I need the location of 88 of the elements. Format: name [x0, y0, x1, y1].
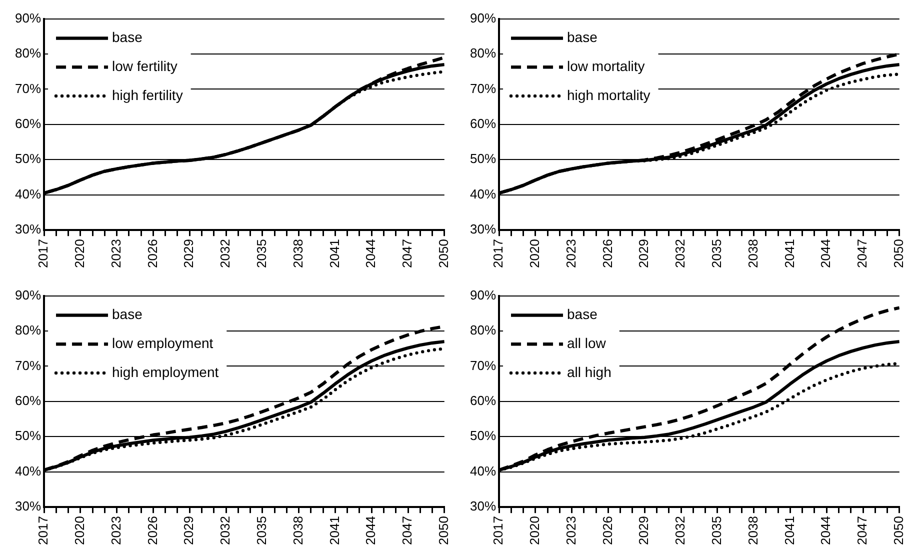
- x-tick-label: 2050: [890, 516, 906, 545]
- x-tick-label: 2026: [600, 239, 615, 268]
- x-tick-label: 2038: [745, 239, 760, 268]
- y-tick-label: 90%: [470, 287, 496, 302]
- x-tick-label: 2050: [436, 516, 451, 545]
- y-tick-label: 70%: [14, 358, 42, 373]
- x-tick-label: 2017: [490, 239, 506, 268]
- x-tick-label: 2023: [563, 239, 578, 268]
- y-tick-label: 50%: [14, 151, 42, 166]
- y-tick-label: 50%: [470, 151, 496, 166]
- y-tick-label: 50%: [14, 428, 42, 444]
- x-tick-label: 2026: [600, 516, 615, 545]
- x-tick-label: 2032: [218, 516, 233, 545]
- x-tick-label: 2038: [290, 239, 306, 268]
- x-tick-label: 2044: [818, 239, 834, 268]
- x-tick-label: 2044: [363, 239, 378, 268]
- x-tick-label: 2032: [218, 239, 233, 268]
- x-tick-label: 2041: [782, 239, 797, 268]
- x-tick-label: 2023: [108, 516, 124, 545]
- y-tick-label: 80%: [470, 322, 496, 338]
- legend-label: all low: [567, 334, 607, 351]
- y-tick-label: 80%: [14, 46, 42, 61]
- y-tick-label: 40%: [470, 463, 496, 478]
- y-tick-label: 30%: [470, 222, 496, 237]
- x-tick-label: 2044: [363, 516, 378, 545]
- x-tick-label: 2020: [72, 516, 87, 545]
- legend-label: high mortality: [567, 86, 650, 103]
- legend-label: base: [567, 29, 598, 46]
- y-tick-label: 80%: [14, 322, 42, 338]
- x-tick-label: 2038: [745, 516, 760, 545]
- legend-label: low employment: [112, 334, 214, 351]
- y-tick-label: 60%: [14, 393, 42, 408]
- x-tick-label: 2023: [108, 239, 124, 268]
- x-tick-label: 2035: [708, 516, 724, 545]
- x-tick-label: 2044: [818, 516, 834, 545]
- legend-label: all high: [567, 364, 612, 380]
- legend-label: high fertility: [112, 86, 183, 103]
- x-tick-label: 2029: [636, 516, 652, 545]
- x-tick-label: 2041: [782, 516, 797, 545]
- x-tick-label: 2035: [254, 239, 269, 268]
- y-tick-label: 70%: [470, 358, 496, 373]
- x-tick-label: 2029: [181, 516, 196, 545]
- legend-label: low mortality: [567, 58, 645, 74]
- y-tick-label: 60%: [470, 116, 496, 132]
- x-tick-label: 2020: [526, 516, 542, 545]
- legend-label: base: [112, 29, 143, 46]
- y-tick-label: 50%: [470, 428, 496, 444]
- x-tick-label: 2029: [636, 239, 652, 268]
- x-tick-label: 2017: [36, 516, 51, 545]
- x-tick-label: 2047: [400, 516, 415, 545]
- x-tick-label: 2029: [181, 239, 196, 268]
- y-tick-label: 60%: [14, 116, 42, 132]
- y-tick-label: 90%: [470, 10, 496, 26]
- x-tick-label: 2017: [36, 239, 51, 268]
- y-tick-label: 30%: [14, 498, 42, 514]
- x-tick-label: 2047: [854, 239, 870, 268]
- y-tick-label: 30%: [470, 498, 496, 514]
- x-tick-label: 2038: [290, 516, 306, 545]
- legend-label: low fertility: [112, 58, 178, 74]
- x-tick-label: 2047: [854, 516, 870, 545]
- x-tick-label: 2032: [672, 516, 688, 545]
- y-tick-label: 30%: [14, 222, 42, 237]
- x-tick-label: 2026: [144, 239, 160, 268]
- x-tick-label: 2026: [144, 516, 160, 545]
- y-tick-label: 70%: [470, 80, 496, 96]
- x-tick-label: 2041: [326, 239, 342, 268]
- x-tick-label: 2050: [436, 239, 451, 268]
- y-tick-label: 90%: [14, 10, 42, 26]
- y-tick-label: 60%: [470, 393, 496, 408]
- x-tick-label: 2035: [254, 516, 269, 545]
- legend-label: base: [567, 306, 598, 322]
- legend-label: high employment: [112, 364, 219, 380]
- y-tick-label: 80%: [470, 46, 496, 61]
- x-tick-label: 2041: [326, 516, 342, 545]
- x-tick-label: 2023: [563, 516, 578, 545]
- y-tick-label: 40%: [470, 186, 496, 202]
- x-tick-label: 2032: [672, 239, 688, 268]
- y-tick-label: 70%: [14, 80, 42, 96]
- y-tick-label: 90%: [14, 287, 42, 302]
- x-tick-label: 2035: [708, 239, 724, 268]
- y-tick-label: 40%: [14, 463, 42, 478]
- x-tick-label: 2017: [490, 516, 506, 545]
- y-tick-label: 40%: [14, 186, 42, 202]
- x-tick-label: 2020: [72, 239, 87, 268]
- x-tick-label: 2050: [890, 239, 906, 268]
- x-tick-label: 2047: [400, 239, 415, 268]
- x-tick-label: 2020: [526, 239, 542, 268]
- legend-label: base: [112, 306, 143, 322]
